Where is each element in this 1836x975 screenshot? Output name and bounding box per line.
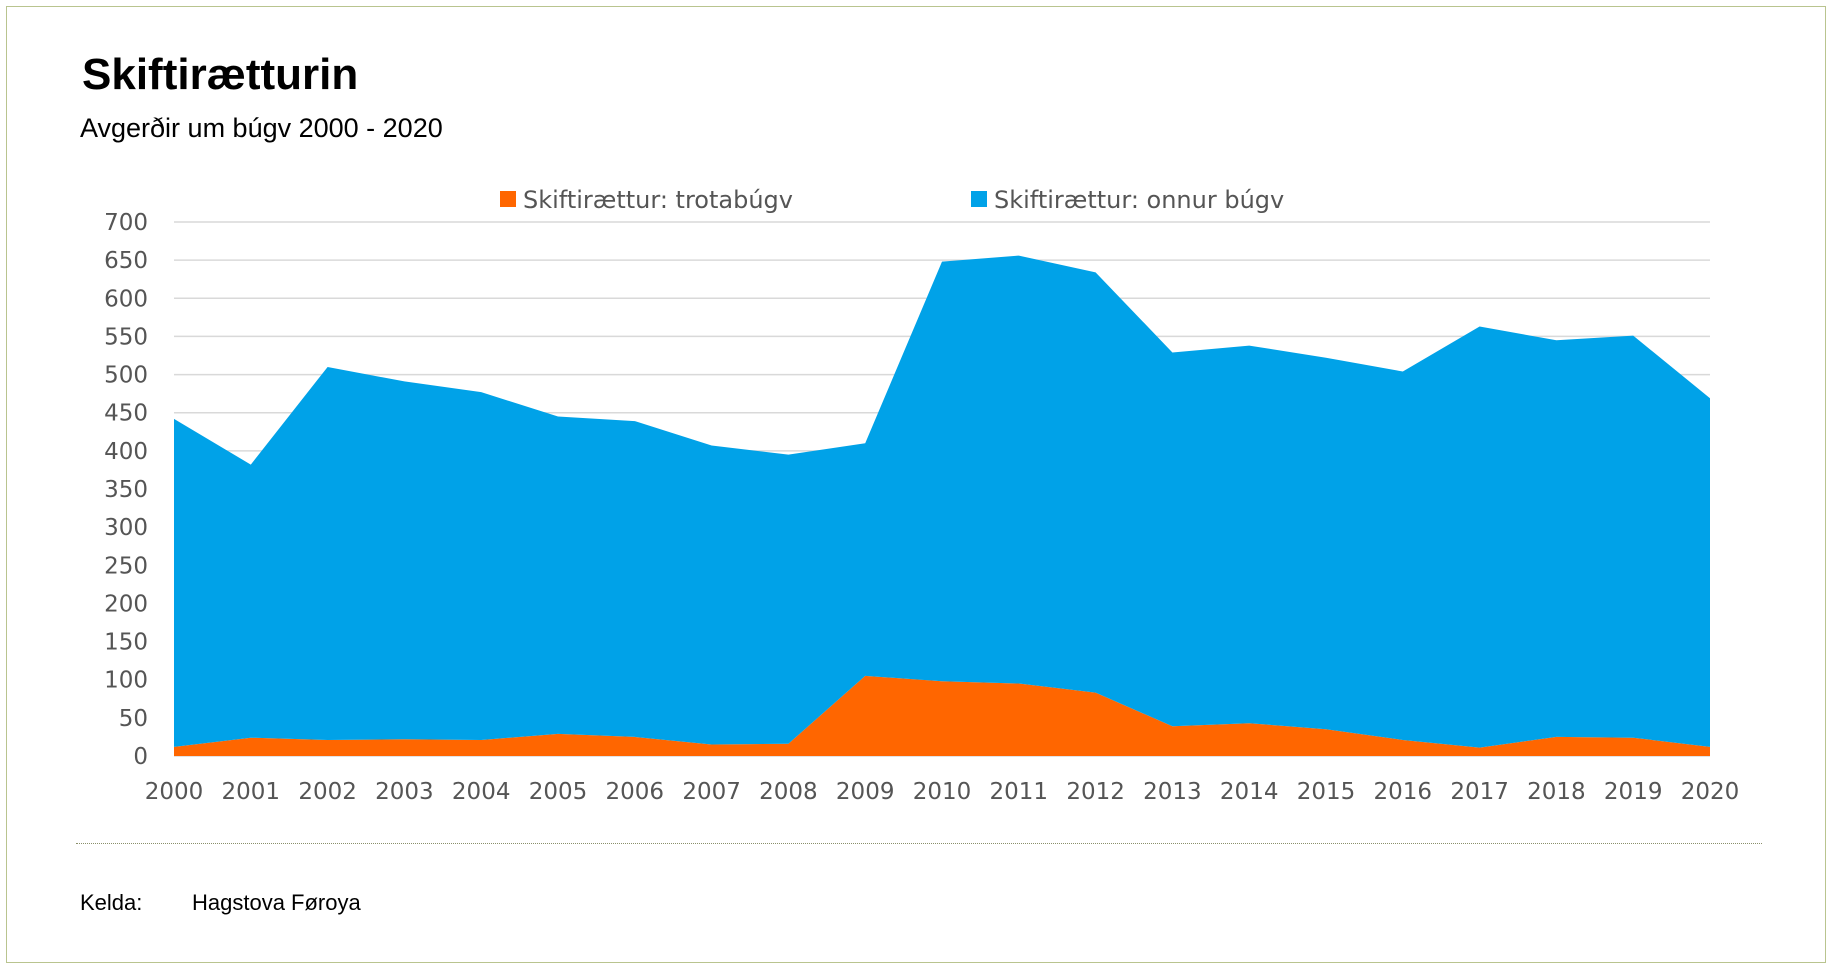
x-axis-ticks: 2000 2001 2002 2003 2004 2005 2006 2007 2008 2009… <box>145 779 1740 805</box>
x-tick-label: 2007 <box>682 779 741 805</box>
y-tick-label: 200 <box>104 591 148 617</box>
legend: Skiftirættur: trotabúgv Skiftirættur: onn… <box>500 186 1284 214</box>
y-tick-label: 700 <box>104 210 148 236</box>
y-tick-label: 500 <box>104 363 148 389</box>
x-tick-label: 2008 <box>759 779 818 805</box>
x-tick-label: 2019 <box>1604 779 1663 805</box>
x-tick-label: 2009 <box>836 779 895 805</box>
x-tick-label: 2018 <box>1527 779 1586 805</box>
x-tick-label: 2020 <box>1681 779 1740 805</box>
area-series-1 <box>174 675 1710 756</box>
legend-swatch-1 <box>500 191 516 207</box>
x-tick-label: 2013 <box>1143 779 1202 805</box>
x-tick-label: 2003 <box>375 779 434 805</box>
x-tick-label: 2002 <box>298 779 357 805</box>
y-tick-label: 550 <box>104 324 148 350</box>
legend-label-1: Skiftirættur: trotabúgv <box>523 186 793 214</box>
source-label: Kelda: <box>80 890 143 915</box>
y-tick-label: 650 <box>104 248 148 274</box>
legend-label-2: Skiftirættur: onnur búgv <box>994 186 1284 214</box>
area-series-2 <box>174 255 1710 748</box>
x-tick-label: 2004 <box>452 779 511 805</box>
x-tick-label: 2017 <box>1450 779 1509 805</box>
source-value: Hagstova Føroya <box>192 890 361 915</box>
legend-swatch-2 <box>971 191 987 207</box>
y-tick-label: 300 <box>104 515 148 541</box>
y-tick-label: 400 <box>104 439 148 465</box>
chart-frame <box>6 6 1826 963</box>
x-tick-label: 2006 <box>606 779 665 805</box>
y-tick-label: 350 <box>104 477 148 503</box>
y-axis-ticks: 0 50 100 150 200 250 300 350 400 450 500 550 600 650 7… <box>104 210 148 770</box>
series-areas <box>174 255 1710 756</box>
y-tick-label: 600 <box>104 286 148 312</box>
x-tick-label: 2012 <box>1066 779 1125 805</box>
x-tick-label: 2010 <box>913 779 972 805</box>
x-tick-label: 2001 <box>222 779 281 805</box>
x-tick-label: 2000 <box>145 779 204 805</box>
x-tick-label: 2014 <box>1220 779 1279 805</box>
y-tick-label: 250 <box>104 553 148 579</box>
x-tick-label: 2016 <box>1374 779 1433 805</box>
y-tick-label: 150 <box>104 630 148 656</box>
x-tick-label: 2015 <box>1297 779 1356 805</box>
chart-title: Skiftirætturin <box>82 50 359 99</box>
y-tick-label: 0 <box>133 744 148 770</box>
x-tick-label: 2011 <box>990 779 1049 805</box>
chart-subtitle: Avgerðir um búgv 2000 - 2020 <box>80 113 443 143</box>
footer-divider <box>76 843 1762 844</box>
y-tick-label: 450 <box>104 401 148 427</box>
y-tick-label: 100 <box>104 668 148 694</box>
x-tick-label: 2005 <box>529 779 588 805</box>
y-tick-label: 50 <box>119 706 148 732</box>
